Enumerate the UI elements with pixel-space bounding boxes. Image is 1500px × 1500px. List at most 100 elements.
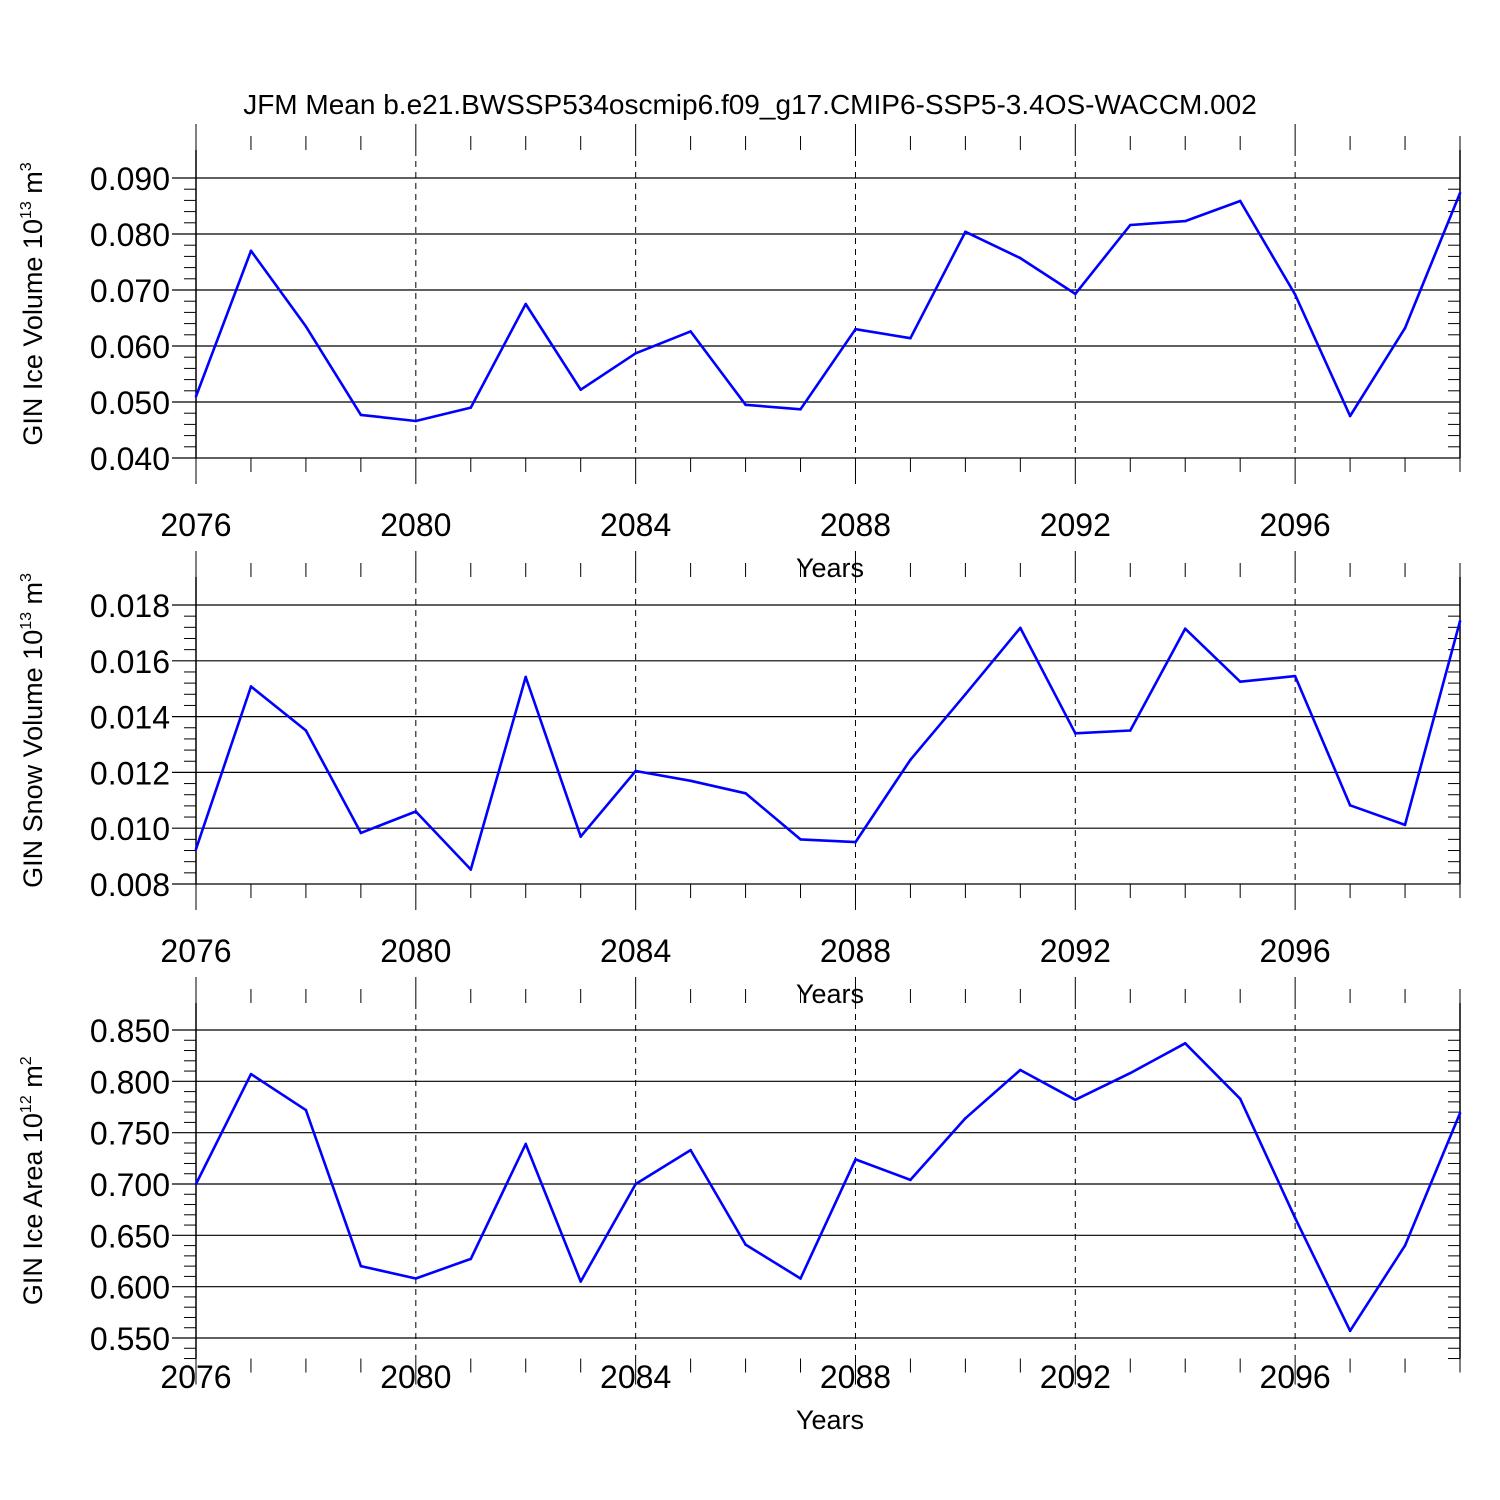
x-axis-label: Years [796, 553, 864, 583]
series-line [194, 1042, 1462, 1333]
data-point [359, 1264, 363, 1268]
data-point [1293, 674, 1297, 678]
data-point [634, 1182, 637, 1186]
data-point [249, 685, 253, 688]
y-tick-label: 0.018 [90, 588, 170, 624]
data-point [1403, 326, 1407, 330]
panel-3: 0.550 0.600 0.650 0.700 0.750 0.800 0.850 2076 2… [18, 977, 1462, 1435]
data-point [854, 840, 857, 844]
data-point [249, 249, 253, 253]
data-point [854, 327, 857, 331]
x-tick-label: 2084 [600, 507, 671, 543]
data-point [799, 407, 802, 411]
y-tick-label: 0.050 [90, 385, 170, 421]
figure-title: JFM Mean b.e21.BWSSP534oscmip6.f09_g17.C… [243, 89, 1257, 120]
data-point [359, 831, 363, 835]
x-tick-label: 2096 [1260, 933, 1331, 969]
data-point [744, 403, 747, 407]
data-point [414, 810, 418, 813]
data-point [909, 336, 912, 340]
data-point [469, 1257, 473, 1261]
data-point [1348, 414, 1352, 418]
panel-1: 0.040 0.050 0.060 0.070 0.080 0.090 2076 2080 20… [18, 124, 1462, 583]
x-tick-label: 2096 [1260, 507, 1331, 543]
data-point [1348, 1329, 1352, 1333]
data-point [414, 419, 418, 423]
data-point [1183, 1042, 1187, 1045]
y-tick-label: 0.014 [90, 700, 170, 736]
data-point [964, 1116, 967, 1120]
data-point [1183, 627, 1187, 631]
panel-2: 0.008 0.010 0.012 0.014 0.016 0.018 2076 2080 20… [18, 551, 1462, 1009]
data-point [579, 1280, 582, 1283]
data-point [1074, 292, 1077, 296]
data-point [1019, 626, 1022, 630]
data-point [634, 351, 637, 355]
data-point [964, 230, 967, 234]
data-point [1074, 1098, 1077, 1102]
x-tick-label: 2092 [1040, 933, 1111, 969]
x-tick-label: 2076 [160, 1359, 231, 1395]
data-point [1458, 191, 1462, 195]
y-tick-label: 0.016 [90, 644, 170, 680]
data-point [359, 413, 363, 417]
data-point [799, 838, 802, 841]
y-axis-label: GIN Ice Volume 1013 m3 [18, 162, 48, 445]
y-tick-label: 0.700 [90, 1167, 170, 1203]
y-tick-label: 0.550 [90, 1321, 170, 1357]
data-point [1238, 680, 1242, 684]
data-point [799, 1277, 802, 1280]
data-point [1293, 1216, 1297, 1220]
data-point [689, 1148, 692, 1152]
data-point [1128, 223, 1132, 227]
data-point [689, 330, 692, 333]
panels: 0.040 0.050 0.060 0.070 0.080 0.090 2076 2080 20… [18, 124, 1462, 1435]
x-tick-label: 2088 [820, 933, 891, 969]
series-line [194, 192, 1462, 423]
x-tick-label: 2092 [1040, 1359, 1111, 1395]
x-tick-label: 2084 [600, 1359, 671, 1395]
y-axis-label: GIN Snow Volume 1013 m3 [18, 573, 48, 888]
data-point [1019, 1068, 1022, 1072]
y-tick-label: 0.600 [90, 1270, 170, 1306]
data-point [524, 302, 528, 306]
data-point [1128, 729, 1132, 732]
data-point [1128, 1071, 1132, 1075]
data-point [909, 758, 912, 762]
data-point [579, 388, 582, 391]
data-point [744, 792, 747, 795]
y-tick-label: 0.040 [90, 441, 170, 477]
data-point [1238, 199, 1242, 203]
data-point [304, 325, 308, 328]
x-tick-label: 2080 [380, 507, 451, 543]
data-point [1403, 1244, 1407, 1247]
data-point [1293, 293, 1297, 296]
x-tick-label: 2088 [820, 1359, 891, 1395]
data-point [194, 395, 198, 398]
data-point [579, 835, 582, 838]
y-tick-label: 0.650 [90, 1218, 170, 1254]
data-point [854, 1158, 857, 1161]
y-tick-label: 0.750 [90, 1116, 170, 1152]
data-point [469, 406, 473, 409]
data-point [909, 1178, 912, 1182]
x-tick-label: 2096 [1260, 1359, 1331, 1395]
y-tick-label: 0.010 [90, 811, 170, 847]
data-point [194, 1182, 198, 1186]
y-tick-label: 0.090 [90, 161, 170, 197]
x-tick-label: 2076 [160, 507, 231, 543]
data-point [304, 1108, 308, 1112]
data-point [1458, 619, 1462, 623]
data-point [469, 868, 473, 871]
y-tick-label: 0.060 [90, 329, 170, 365]
data-point [964, 692, 967, 696]
data-point [249, 1072, 253, 1076]
data-point [1403, 823, 1407, 827]
y-tick-label: 0.800 [90, 1064, 170, 1100]
x-tick-label: 2092 [1040, 507, 1111, 543]
x-tick-label: 2084 [600, 933, 671, 969]
y-tick-label: 0.080 [90, 217, 170, 253]
data-point [1238, 1097, 1242, 1101]
data-point [1458, 1111, 1462, 1115]
